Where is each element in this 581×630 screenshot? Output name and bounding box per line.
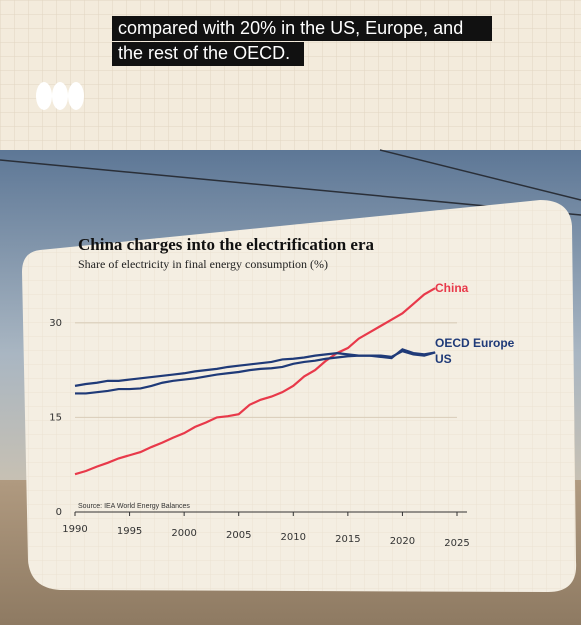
y-tick-label: 30 <box>49 318 62 329</box>
series-line <box>74 287 436 476</box>
x-tick-label: 1995 <box>117 526 142 537</box>
card-grid <box>22 200 577 592</box>
x-tick-label: 2010 <box>281 532 306 543</box>
legend-label: China <box>435 281 469 295</box>
source: Source: IEA World Energy Balances <box>78 503 190 510</box>
x-tick-label: 2015 <box>335 534 360 545</box>
chart-title: China charges into the electrification e… <box>78 235 375 254</box>
chart-subtitle: Share of electricity in final energy con… <box>78 257 328 271</box>
caption-line: compared with 20% in the US, Europe, and <box>118 18 463 38</box>
legend-label: US <box>435 352 452 366</box>
x-tick-label: 2025 <box>444 538 469 549</box>
x-tick-label: 2005 <box>226 530 251 541</box>
caption-line: the rest of the OECD. <box>118 43 290 63</box>
y-tick-label: 15 <box>49 412 62 423</box>
x-tick-label: 1990 <box>62 524 87 535</box>
caption-bg <box>112 42 304 66</box>
logo <box>36 82 84 110</box>
caption-bg <box>112 16 492 41</box>
legend-label: OECD Europe <box>435 336 515 350</box>
x-tick-label: 2020 <box>390 536 415 547</box>
x-tick-label: 2000 <box>171 528 196 539</box>
series-line <box>75 348 436 395</box>
y-tick-label: 0 <box>56 507 62 518</box>
